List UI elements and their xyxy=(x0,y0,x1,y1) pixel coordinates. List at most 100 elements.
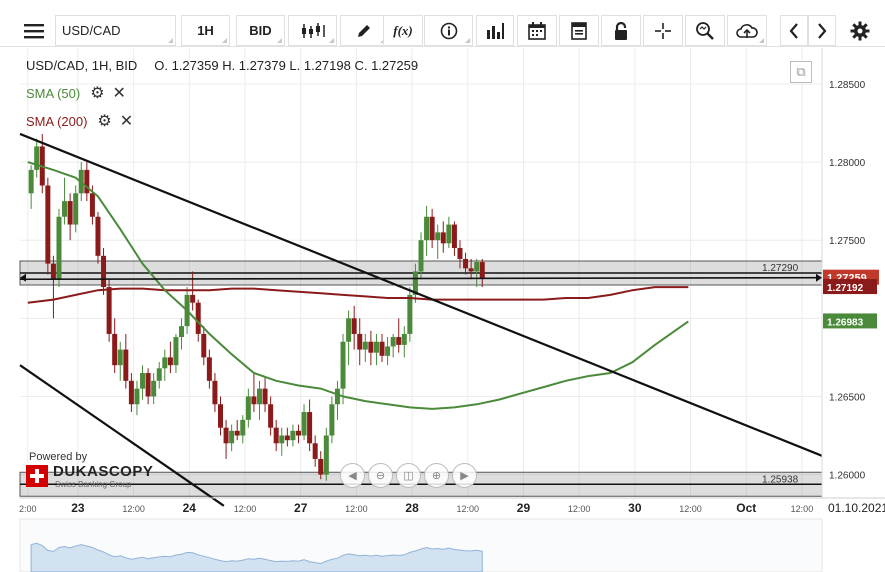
info-button[interactable] xyxy=(424,15,473,46)
candle-body xyxy=(329,404,335,436)
candle xyxy=(112,318,118,373)
zoom-in-icon[interactable]: ⊕ xyxy=(424,463,449,488)
sma50-settings-icon[interactable]: ⚙ xyxy=(90,85,105,102)
candle-body xyxy=(474,262,480,272)
sma200-settings-icon[interactable]: ⚙ xyxy=(97,113,112,130)
candle xyxy=(229,424,235,452)
lock-icon xyxy=(615,21,627,40)
candle-body xyxy=(151,380,157,397)
zoom-button[interactable] xyxy=(685,15,725,46)
candle xyxy=(268,396,274,436)
candle-body xyxy=(446,224,452,244)
navigator-panel[interactable] xyxy=(19,518,823,572)
trend-line[interactable] xyxy=(19,276,823,281)
chart-navigation: ◀ ⊖ ◫ ⊕ ▶ xyxy=(340,463,477,488)
candle xyxy=(134,380,140,416)
price-type-label: BID xyxy=(249,23,272,38)
candle-body xyxy=(362,341,368,350)
candle-body xyxy=(229,430,235,444)
expand-icon[interactable]: ⧉ xyxy=(790,61,812,83)
candlestick-icon xyxy=(301,22,325,38)
indicator-sma50: SMA (50) ⚙ ✕ xyxy=(26,83,126,103)
candle-body xyxy=(262,388,268,405)
price-type-selector[interactable]: BID xyxy=(236,15,285,46)
trend-line[interactable] xyxy=(19,364,225,507)
symbol-selector[interactable]: USD/CAD xyxy=(55,15,176,46)
candle xyxy=(301,404,307,441)
candle xyxy=(173,333,179,373)
candle xyxy=(151,373,157,405)
candle xyxy=(34,138,40,178)
candle-body xyxy=(340,341,346,389)
candle xyxy=(212,373,218,413)
candle-body xyxy=(212,380,218,405)
magnifier-icon xyxy=(696,21,714,40)
sma200-price-badge-text: 1.27192 xyxy=(827,283,864,294)
price-tick-label: 1.26000 xyxy=(829,471,866,482)
nav-forward-icon[interactable]: ▶ xyxy=(452,463,477,488)
candle-body xyxy=(407,294,413,334)
price-chart[interactable]: 1.27290 1.25938 1.28500 1.28000 1.27500 1.27… xyxy=(0,46,885,572)
candle xyxy=(373,333,379,366)
candle xyxy=(312,435,318,467)
timeframe-selector[interactable]: 1H xyxy=(181,15,230,46)
function-button[interactable]: f(x) xyxy=(383,15,423,46)
zoom-out-icon[interactable]: ⊖ xyxy=(368,463,393,488)
lock-button[interactable] xyxy=(601,15,641,46)
sma200-line xyxy=(27,286,689,304)
time-tick-label: 28 xyxy=(405,501,419,515)
ohlc-values: O. 1.27359 H. 1.27379 L. 1.27198 C. 1.27… xyxy=(154,58,419,73)
candle-body xyxy=(117,349,123,366)
dukascopy-logo: DUKASCOPY Swiss Banking Group xyxy=(26,463,153,489)
price-tick-label: 1.28000 xyxy=(829,158,866,169)
candle-body xyxy=(268,404,274,428)
candle xyxy=(457,240,463,269)
crosshair-button[interactable] xyxy=(643,15,683,46)
calendar-button[interactable] xyxy=(517,15,557,46)
scroll-right-button[interactable] xyxy=(808,15,836,46)
candle-body xyxy=(396,337,402,345)
gear-icon xyxy=(850,21,870,40)
candle-body xyxy=(424,216,430,241)
candle xyxy=(362,333,368,363)
candle-body xyxy=(156,368,162,381)
price-axis: 1.285001.280001.275001.270001.265001.260… xyxy=(821,48,879,498)
candle-body xyxy=(256,388,262,405)
candle xyxy=(351,305,357,350)
fit-icon[interactable]: ◫ xyxy=(396,463,421,488)
volume-button[interactable] xyxy=(476,15,514,46)
trend-line[interactable] xyxy=(19,132,823,457)
scroll-left-button[interactable] xyxy=(780,15,808,46)
candle xyxy=(251,373,257,413)
settings-button[interactable] xyxy=(846,15,874,46)
candle-body xyxy=(284,435,290,441)
candle-body xyxy=(112,333,118,366)
price-tick-label: 1.26500 xyxy=(829,392,866,403)
sma50-close-icon[interactable]: ✕ xyxy=(112,85,126,102)
menu-icon[interactable] xyxy=(14,15,54,46)
candle xyxy=(206,349,212,389)
logo-name: DUKASCOPY xyxy=(53,463,154,480)
template-button[interactable] xyxy=(559,15,599,46)
price-tick-label: 1.28500 xyxy=(829,80,866,91)
drawing-tool-button[interactable] xyxy=(340,15,388,46)
candle-body xyxy=(440,232,446,244)
sma200-close-icon[interactable]: ✕ xyxy=(119,113,134,130)
candle xyxy=(479,258,485,288)
time-tick-label: 2:00 xyxy=(19,504,37,514)
candle xyxy=(451,221,457,256)
chart-type-button[interactable] xyxy=(288,15,337,46)
candle xyxy=(379,333,385,363)
level-label: 1.27290 xyxy=(762,263,799,274)
candle-body xyxy=(195,302,201,334)
candle xyxy=(390,333,396,358)
candle xyxy=(474,258,480,288)
toolbar: USD/CAD 1H BID f(x) xyxy=(0,0,885,47)
candle xyxy=(290,424,296,447)
candle-body xyxy=(95,216,101,256)
candle-body xyxy=(312,443,318,459)
candle xyxy=(95,212,101,264)
nav-back-icon[interactable]: ◀ xyxy=(340,463,365,488)
cloud-save-button[interactable] xyxy=(727,15,767,46)
candle xyxy=(156,362,162,389)
